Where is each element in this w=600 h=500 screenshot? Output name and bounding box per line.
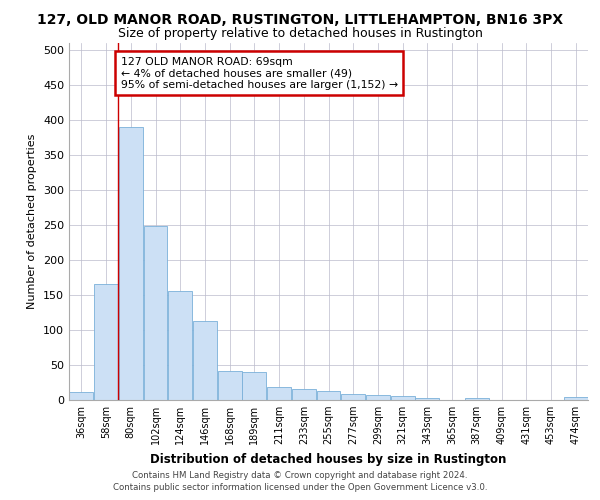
Text: 127, OLD MANOR ROAD, RUSTINGTON, LITTLEHAMPTON, BN16 3PX: 127, OLD MANOR ROAD, RUSTINGTON, LITTLEH… [37,12,563,26]
Bar [415,398,439,400]
Bar [563,397,587,400]
Bar [292,390,316,400]
Bar [267,388,291,400]
Text: Size of property relative to detached houses in Rustington: Size of property relative to detached ho… [118,28,482,40]
Bar [366,395,390,400]
Bar [119,126,143,400]
Bar [70,392,94,400]
Bar [317,391,340,400]
Bar [341,394,365,400]
Text: 127 OLD MANOR ROAD: 69sqm
← 4% of detached houses are smaller (49)
95% of semi-d: 127 OLD MANOR ROAD: 69sqm ← 4% of detach… [121,56,398,90]
Bar [391,396,415,400]
Bar [218,370,242,400]
Bar [465,398,489,400]
Bar [168,290,192,400]
Text: Contains HM Land Registry data © Crown copyright and database right 2024.
Contai: Contains HM Land Registry data © Crown c… [113,471,487,492]
Bar [242,372,266,400]
Y-axis label: Number of detached properties: Number of detached properties [28,134,37,309]
Bar [94,284,118,400]
Bar [143,226,167,400]
X-axis label: Distribution of detached houses by size in Rustington: Distribution of detached houses by size … [151,452,506,466]
Bar [193,321,217,400]
